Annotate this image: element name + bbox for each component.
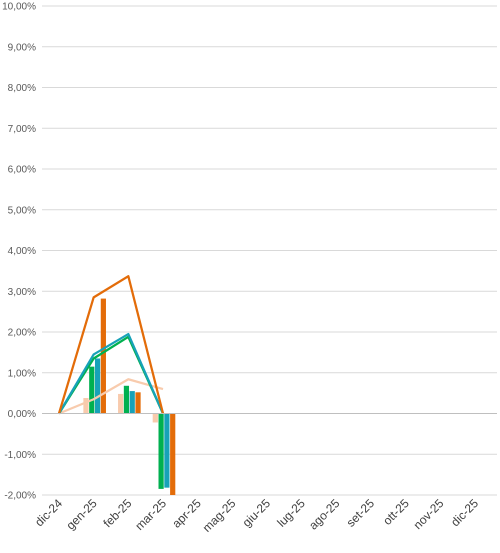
bar (152, 413, 158, 423)
y-axis-ticks: -2,00% -1,00% 0,00% 1,00% 2,00% 3,00% 4,00% 5,0… (2, 2, 36, 502)
y-tick-label: 6,00% (8, 165, 36, 176)
y-tick-label: -2,00% (4, 491, 36, 502)
y-tick-label: 1,00% (8, 368, 36, 379)
y-tick-label: 0,00% (8, 409, 36, 420)
y-tick-label: 5,00% (8, 205, 36, 216)
bar (123, 385, 130, 414)
x-tick-label: gen-25 (63, 496, 100, 533)
bar (170, 413, 176, 495)
x-tick-label: feb-25 (100, 496, 134, 530)
x-tick-label: apr-25 (169, 496, 204, 531)
bar-series (83, 298, 176, 495)
y-tick-label: 7,00% (8, 124, 36, 135)
y-tick-label: 4,00% (8, 246, 36, 257)
x-tick-label: nov-25 (411, 496, 447, 532)
x-tick-label: ott-25 (380, 496, 412, 528)
bar (164, 413, 170, 488)
bar (118, 393, 124, 414)
y-tick-label: 9,00% (8, 42, 36, 53)
line-series (57, 275, 165, 415)
series-line (58, 378, 164, 415)
x-tick-label: dic-25 (448, 496, 481, 529)
series-line (58, 332, 165, 415)
bar (89, 366, 95, 414)
series-line (57, 275, 165, 414)
y-tick-label: 2,00% (8, 328, 36, 339)
bar (129, 391, 135, 414)
y-tick-label: 3,00% (8, 287, 36, 298)
x-tick-label: mag-25 (200, 496, 239, 535)
x-tick-label: set-25 (344, 496, 378, 530)
bar (100, 298, 106, 414)
x-tick-label: lug-25 (274, 496, 308, 530)
bar (158, 413, 164, 489)
x-tick-label: ago-25 (306, 496, 343, 533)
x-tick-label: giu-25 (240, 496, 274, 530)
y-tick-label: 10,00% (2, 2, 36, 13)
x-tick-label: mar-25 (132, 496, 169, 533)
y-tick-label: -1,00% (4, 450, 36, 461)
y-tick-label: 8,00% (8, 83, 36, 94)
x-tick-label: dic-24 (32, 496, 65, 529)
gridlines (42, 5, 497, 496)
bar (83, 398, 89, 414)
bar (135, 392, 141, 414)
bar (94, 358, 101, 414)
